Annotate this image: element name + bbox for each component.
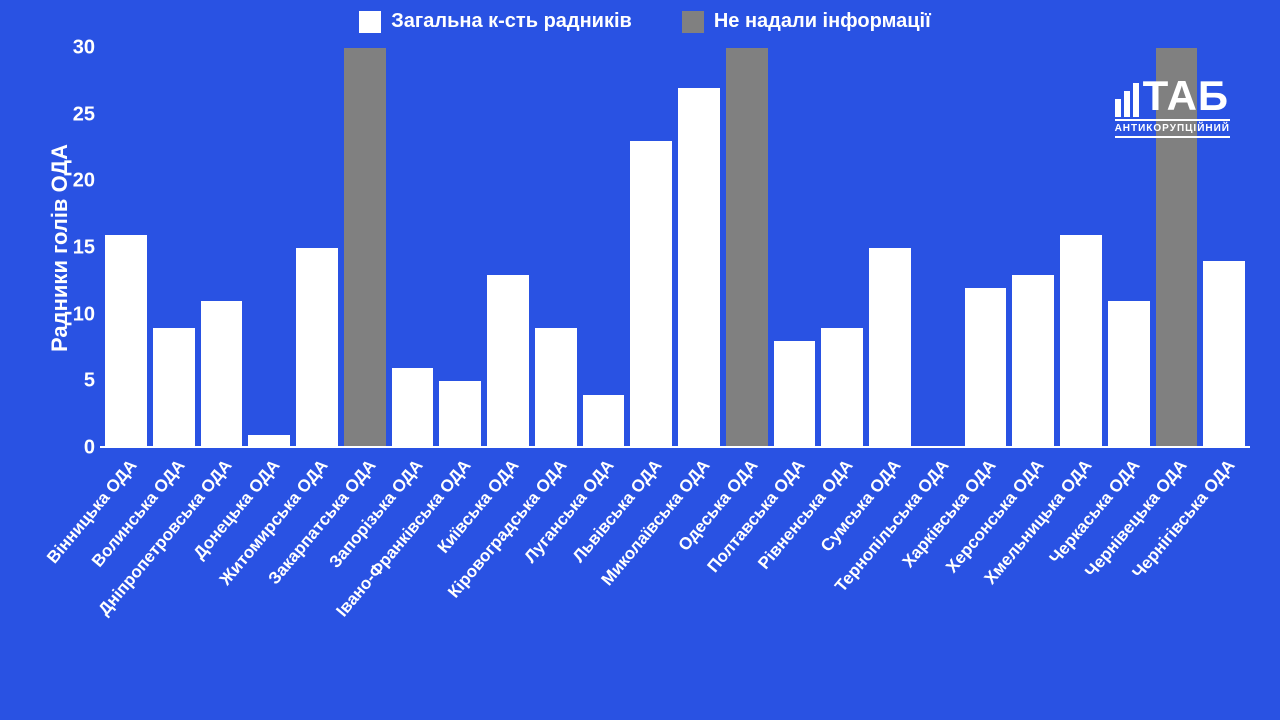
bar [726,48,768,448]
legend-label-2: Не надали інформації [714,10,931,33]
bar [1012,275,1054,448]
y-tick: 15 [50,237,95,260]
logo-main: ТАБ [1115,75,1230,117]
bar [583,395,625,448]
bar [1108,301,1150,448]
y-tick: 10 [50,303,95,326]
x-label: Миколаївська ОДА [678,456,720,706]
bar [1060,235,1102,448]
bar [153,328,195,448]
legend-swatch-2 [682,11,704,33]
bar [630,141,672,448]
y-axis: 051015202530 [50,48,95,448]
y-tick: 30 [50,37,95,60]
legend-item-series2: Не надали інформації [682,10,931,33]
logo-bars-icon [1115,79,1139,117]
x-label: Київська ОДА [487,456,529,706]
bar [869,248,911,448]
y-tick: 0 [50,437,95,460]
bar [105,235,147,448]
logo: ТАБ АНТИКОРУПЦІЙНИЙ [1115,75,1230,138]
x-axis-line [100,446,1250,448]
bar [487,275,529,448]
bar [296,248,338,448]
bars-group [100,48,1250,448]
legend-item-series1: Загальна к-сть радників [359,10,632,33]
legend-label-1: Загальна к-сть радників [391,10,632,33]
legend: Загальна к-сть радників Не надали інформ… [30,10,1260,33]
bar [774,341,816,448]
x-label: Чернігівська ОДА [1203,456,1245,706]
y-tick: 20 [50,170,95,193]
plot-area: Радники голів ОДА 051015202530 [100,48,1250,448]
logo-text: ТАБ [1143,75,1230,117]
bar [439,381,481,448]
bar [1203,261,1245,448]
y-tick: 5 [50,370,95,393]
bar [535,328,577,448]
logo-subtitle: АНТИКОРУПЦІЙНИЙ [1115,119,1230,138]
legend-swatch-1 [359,11,381,33]
y-tick: 25 [50,103,95,126]
x-axis-labels: Вінницька ОДАВолинська ОДАДніпропетровсь… [100,456,1250,706]
bar [821,328,863,448]
chart-container: Загальна к-сть радників Не надали інформ… [30,10,1260,710]
bar [201,301,243,448]
bar [392,368,434,448]
bar [965,288,1007,448]
bar [678,88,720,448]
x-label: Сумська ОДА [869,456,911,706]
x-label: Житомирська ОДА [296,456,338,706]
bar [344,48,386,448]
